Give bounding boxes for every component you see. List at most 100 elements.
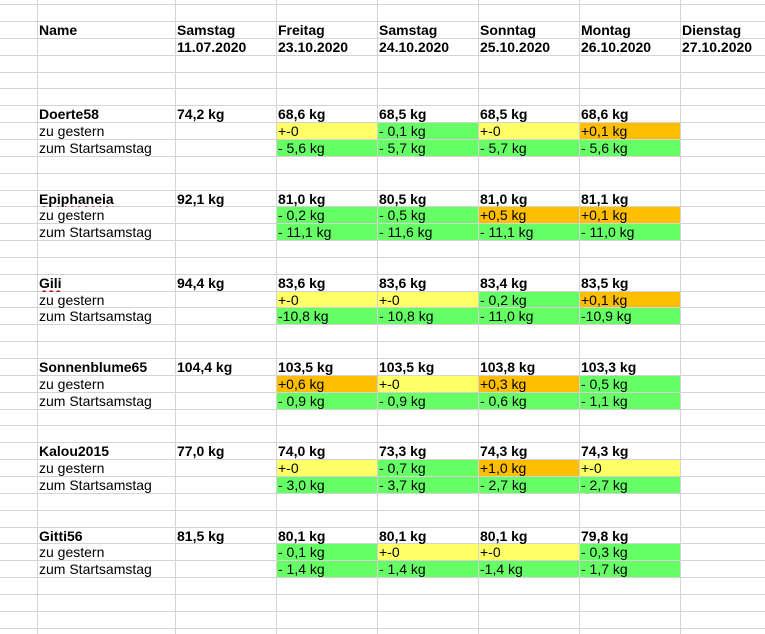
header-date[interactable]: 26.10.2020 [581,38,652,55]
header-day[interactable]: Freitag [278,22,325,38]
change-vs-start[interactable]: - 5,7 kg [379,139,426,156]
person-name[interactable]: Doerte58 [39,106,99,123]
weight-value[interactable]: 83,4 kg [480,274,528,291]
weight-value[interactable]: 81,5 kg [177,527,225,544]
change-vs-yesterday[interactable]: - 0,1 kg [379,123,426,140]
weight-value[interactable]: 80,1 kg [278,527,326,544]
change-vs-start[interactable]: - 11,1 kg [480,224,534,241]
weight-value[interactable]: 74,0 kg [278,443,326,460]
change-vs-start[interactable]: - 5,6 kg [278,139,325,156]
change-vs-yesterday[interactable]: +-0 [379,544,400,561]
row-label-zum-startsamstag[interactable]: zum Startsamstag [39,476,152,493]
change-vs-yesterday[interactable]: +-0 [480,544,501,561]
change-vs-start[interactable]: -10,9 kg [581,308,632,325]
row-label-zu-gestern[interactable]: zu gestern [39,207,105,224]
header-day[interactable]: Samstag [177,22,236,38]
change-vs-start[interactable]: - 11,1 kg [278,224,332,241]
change-vs-start[interactable]: - 0,9 kg [278,392,325,409]
change-vs-yesterday[interactable]: +0,3 kg [480,375,527,392]
change-vs-yesterday[interactable]: +-0 [581,460,602,477]
person-name[interactable]: Gitti56 [39,527,83,544]
weight-value[interactable]: 68,6 kg [581,106,629,123]
change-vs-yesterday[interactable]: - 0,3 kg [581,544,628,561]
weight-value[interactable]: 104,4 kg [177,359,233,375]
weight-value[interactable]: 80,1 kg [480,527,528,544]
row-label-zu-gestern[interactable]: zu gestern [39,291,105,308]
weight-value[interactable]: 81,0 kg [278,190,326,207]
weight-value[interactable]: 79,8 kg [581,527,629,544]
weight-value[interactable]: 80,1 kg [379,527,427,544]
header-day[interactable]: Montag [581,22,631,38]
change-vs-start[interactable]: - 0,6 kg [480,392,527,409]
change-vs-yesterday[interactable]: +0,1 kg [581,207,628,224]
header-date[interactable]: 23.10.2020 [278,38,349,55]
weight-value[interactable]: 92,1 kg [177,190,225,207]
change-vs-start[interactable]: - 3,7 kg [379,476,426,493]
change-vs-start[interactable]: - 5,6 kg [581,139,628,156]
change-vs-yesterday[interactable]: +-0 [278,460,299,477]
change-vs-start[interactable]: - 2,7 kg [581,476,628,493]
change-vs-yesterday[interactable]: +-0 [278,123,299,140]
person-name[interactable]: Kalou2015 [39,443,110,460]
weight-value[interactable]: 81,1 kg [581,190,629,207]
header-date[interactable]: 27.10.2020 [682,38,753,55]
change-vs-start[interactable]: - 10,8 kg [379,308,434,325]
header-name[interactable]: Name [39,22,78,38]
change-vs-start[interactable]: - 1,7 kg [581,561,628,578]
change-vs-start[interactable]: - 2,7 kg [480,476,527,493]
change-vs-yesterday[interactable]: - 0,2 kg [480,291,527,308]
change-vs-start[interactable]: - 3,0 kg [278,476,325,493]
change-vs-start[interactable]: - 11,6 kg [379,224,433,241]
weight-value[interactable]: 94,4 kg [177,274,225,291]
weight-value[interactable]: 83,5 kg [581,274,629,291]
change-vs-start[interactable]: - 5,7 kg [480,139,527,156]
header-date[interactable]: 24.10.2020 [379,38,450,55]
change-vs-yesterday[interactable]: - 0,5 kg [581,375,628,392]
row-label-zum-startsamstag[interactable]: zum Startsamstag [39,392,152,409]
change-vs-start[interactable]: - 11,0 kg [480,308,534,325]
weight-value[interactable]: 68,5 kg [379,106,427,123]
change-vs-yesterday[interactable]: +-0 [480,123,501,140]
change-vs-yesterday[interactable]: - 0,5 kg [379,207,426,224]
row-label-zum-startsamstag[interactable]: zum Startsamstag [39,224,152,241]
header-date[interactable]: 25.10.2020 [480,38,551,55]
change-vs-yesterday[interactable]: - 0,1 kg [278,544,325,561]
weight-value[interactable]: 68,5 kg [480,106,528,123]
header-date[interactable]: 11.07.2020 [177,38,247,55]
weight-value[interactable]: 103,8 kg [480,359,536,375]
change-vs-start[interactable]: -10,8 kg [278,308,329,325]
weight-value[interactable]: 103,5 kg [278,359,334,375]
change-vs-yesterday[interactable]: +1,0 kg [480,460,527,477]
change-vs-yesterday[interactable]: - 0,7 kg [379,460,426,477]
weight-value[interactable]: 103,3 kg [581,359,637,375]
change-vs-yesterday[interactable]: +-0 [278,291,299,308]
change-vs-yesterday[interactable]: +-0 [379,375,400,392]
change-vs-yesterday[interactable]: +0,1 kg [581,291,628,308]
weight-value[interactable]: 83,6 kg [278,274,326,291]
row-label-zu-gestern[interactable]: zu gestern [39,375,105,392]
change-vs-start[interactable]: - 1,4 kg [278,561,325,578]
person-name[interactable]: Sonnenblume65 [39,359,148,375]
person-name[interactable]: Epiphaneia [39,190,114,207]
weight-value[interactable]: 80,5 kg [379,190,427,207]
weight-value[interactable]: 103,5 kg [379,359,435,375]
row-label-zu-gestern[interactable]: zu gestern [39,460,105,477]
change-vs-start[interactable]: - 1,1 kg [581,392,628,409]
row-label-zu-gestern[interactable]: zu gestern [39,123,105,140]
change-vs-start[interactable]: - 11,0 kg [581,224,635,241]
weight-value[interactable]: 68,6 kg [278,106,326,123]
row-label-zu-gestern[interactable]: zu gestern [39,544,105,561]
change-vs-start[interactable]: - 1,4 kg [379,561,426,578]
change-vs-start[interactable]: -1,4 kg [480,561,523,578]
weight-value[interactable]: 77,0 kg [177,443,225,460]
person-name[interactable]: Gili [39,274,62,291]
weight-value[interactable]: 81,0 kg [480,190,528,207]
weight-value[interactable]: 83,6 kg [379,274,427,291]
row-label-zum-startsamstag[interactable]: zum Startsamstag [39,139,152,156]
weight-value[interactable]: 74,2 kg [177,106,225,123]
change-vs-yesterday[interactable]: +0,5 kg [480,207,527,224]
weight-value[interactable]: 74,3 kg [480,443,528,460]
change-vs-yesterday[interactable]: - 0,2 kg [278,207,325,224]
row-label-zum-startsamstag[interactable]: zum Startsamstag [39,308,152,325]
change-vs-yesterday[interactable]: +-0 [379,291,400,308]
